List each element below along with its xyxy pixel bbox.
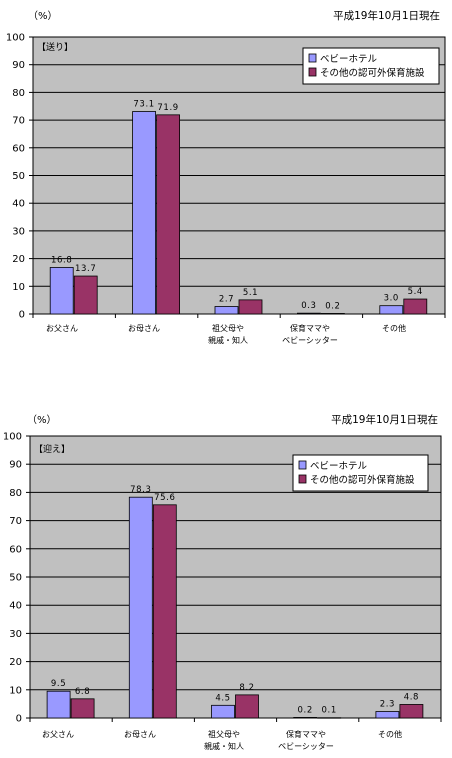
panel-label: 【送り】: [37, 41, 73, 53]
y-tick-label: 80: [9, 488, 22, 499]
bar: [214, 306, 239, 315]
category-label: お父さん: [42, 730, 74, 739]
bar: [49, 267, 74, 315]
category-label: 保育ママや: [286, 729, 326, 739]
bar: [156, 114, 181, 315]
legend-entry: ベビーホテル: [310, 461, 368, 472]
data-label: 0.1: [322, 706, 337, 716]
y-tick-label: 80: [12, 88, 25, 99]
bar: [296, 312, 321, 315]
y-tick-label: 70: [9, 516, 22, 527]
y-tick-label: 0: [19, 310, 25, 321]
chart-panel: 0 10 20 30 40 50 60 70 80 90 100 9.5 78.3 4.5 0.2 2.3 6.…: [3, 413, 442, 751]
unit-label: （%）: [27, 414, 57, 426]
date-note: 平成19年10月1日現在: [331, 413, 438, 426]
category-label: お父さん: [46, 324, 78, 333]
category-label: 祖父母や: [208, 729, 240, 739]
y-tick-label: 90: [12, 60, 25, 71]
y-tick-label: 90: [9, 460, 22, 471]
category-label: 祖父母や: [212, 323, 244, 333]
data-label: 3.0: [384, 294, 399, 304]
legend-entry: ベビーホテル: [320, 54, 378, 65]
data-label: 6.8: [75, 687, 90, 697]
panel-label: 【迎え】: [34, 443, 70, 455]
category-label: 親戚・知人: [204, 741, 244, 751]
category-label: その他: [382, 323, 406, 333]
legend-entry: その他の認可外保育施設: [320, 67, 425, 79]
data-label: 5.1: [243, 288, 258, 298]
y-tick-label: 30: [12, 226, 25, 237]
bar: [70, 698, 95, 719]
category-label: ベビーシッター: [282, 336, 338, 345]
bar: [46, 690, 71, 719]
data-label: 78.3: [130, 485, 151, 495]
y-tick-label: 10: [12, 282, 25, 293]
bar: [132, 111, 157, 315]
y-tick-label: 50: [9, 573, 22, 584]
y-tick-label: 70: [12, 116, 25, 127]
data-label: 0.2: [298, 705, 313, 715]
data-label: 73.1: [133, 100, 154, 110]
data-label: 9.5: [51, 679, 66, 689]
bar: [211, 704, 235, 719]
y-tick-label: 40: [9, 601, 22, 612]
data-label: 0.3: [301, 301, 316, 311]
legend-swatch: [308, 53, 317, 63]
data-label: 2.3: [380, 700, 395, 710]
y-tick-label: 30: [9, 629, 22, 640]
bar: [403, 298, 428, 315]
y-tick-label: 40: [12, 199, 25, 210]
data-label: 8.2: [239, 683, 254, 693]
y-tick-label: 100: [3, 432, 22, 443]
bar: [128, 496, 153, 719]
bar: [238, 299, 263, 315]
bar: [375, 711, 400, 719]
bar: [152, 504, 177, 719]
data-label: 4.8: [404, 692, 419, 702]
category-label: お母さん: [128, 324, 160, 333]
data-label: 13.7: [75, 264, 96, 274]
category-label: 保育ママや: [290, 323, 330, 333]
bar: [293, 717, 318, 719]
data-label: 16.8: [51, 255, 72, 265]
legend-entry: その他の認可外保育施設: [310, 474, 415, 486]
bar: [235, 694, 259, 719]
legend-box: [302, 47, 440, 85]
y-tick-label: 10: [9, 685, 22, 696]
data-label: 71.9: [157, 103, 178, 113]
data-label: 75.6: [154, 493, 175, 503]
data-label: 5.4: [408, 287, 423, 297]
y-tick-label: 60: [12, 143, 25, 154]
y-tick-label: 20: [9, 657, 22, 668]
legend-box: [292, 454, 429, 492]
y-tick-label: 0: [16, 714, 22, 725]
legend-swatch: [298, 460, 307, 470]
bar: [73, 275, 98, 315]
bar: [399, 704, 424, 719]
legend-swatch: [308, 67, 317, 77]
bar: [320, 313, 345, 315]
bar: [379, 305, 404, 315]
category-label: その他: [378, 729, 402, 739]
category-label: お母さん: [124, 730, 156, 739]
legend-swatch: [298, 474, 307, 484]
bar: [317, 717, 342, 719]
category-label: ベビーシッター: [278, 742, 334, 751]
y-tick-label: 50: [12, 171, 25, 182]
category-label: 親戚・知人: [208, 335, 248, 345]
data-label: 0.2: [325, 301, 340, 311]
y-tick-label: 100: [6, 33, 25, 44]
date-note: 平成19年10月1日現在: [333, 9, 440, 22]
y-tick-label: 60: [9, 544, 22, 555]
data-label: 4.5: [215, 693, 230, 703]
y-tick-label: 20: [12, 254, 25, 265]
unit-label: （%）: [28, 10, 58, 22]
data-label: 2.7: [219, 295, 234, 305]
chart-panel: 0 10 20 30 40 50 60 70 80 90 100 16.8 73.1 2.7 0.3 3.0 1…: [6, 9, 446, 345]
